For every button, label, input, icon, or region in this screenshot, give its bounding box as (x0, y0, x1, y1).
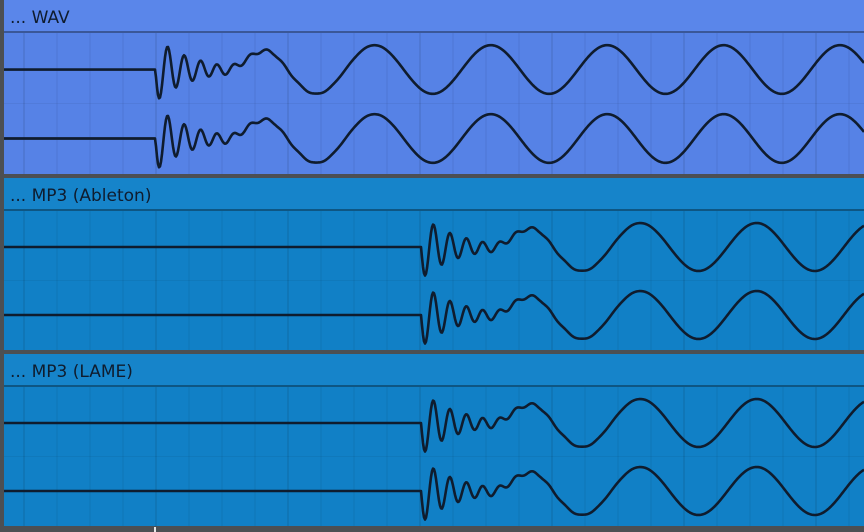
clip-title: ... MP3 (LAME) (10, 362, 133, 382)
clip-header[interactable]: ... WAV (4, 0, 864, 33)
waveform-right-channel (4, 465, 864, 521)
audio-clip-mp3-lame[interactable]: ... MP3 (LAME) (4, 354, 864, 526)
waveform-left-channel (4, 397, 864, 453)
arrangement-tracks: ... WAV ... MP3 (Ableton) ... MP3 (LAME) (4, 0, 864, 532)
waveform-left-channel (4, 43, 864, 100)
waveform-right-channel (4, 289, 864, 345)
waveform-right-channel (4, 112, 864, 169)
audio-clip-mp3-ableton[interactable]: ... MP3 (Ableton) (4, 178, 864, 350)
clip-waveform-area[interactable] (4, 387, 864, 526)
playhead-marker-icon (154, 527, 156, 532)
clip-header[interactable]: ... MP3 (LAME) (4, 354, 864, 387)
clip-waveform-area[interactable] (4, 211, 864, 350)
clip-header[interactable]: ... MP3 (Ableton) (4, 178, 864, 211)
waveform-display (4, 387, 864, 526)
audio-clip-wav[interactable]: ... WAV (4, 0, 864, 174)
clip-title: ... MP3 (Ableton) (10, 186, 152, 206)
waveform-display (4, 33, 864, 174)
clip-waveform-area[interactable] (4, 33, 864, 174)
clip-title: ... WAV (10, 8, 70, 28)
waveform-display (4, 211, 864, 350)
waveform-left-channel (4, 221, 864, 277)
